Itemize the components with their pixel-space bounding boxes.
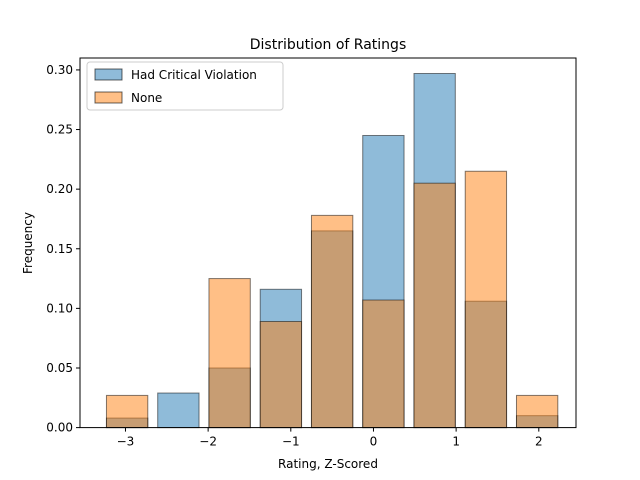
y-tick-label: 0.25 — [46, 123, 73, 137]
bar-series-1-bin-5 — [362, 299, 405, 429]
y-tick-label: 0.05 — [46, 361, 73, 375]
bar-series-1-bin-2 — [208, 278, 251, 429]
bars-group — [105, 72, 559, 429]
x-axis-label: Rating, Z-Scored — [278, 457, 378, 471]
bar-series-1-bin-0 — [105, 394, 149, 429]
bar-series-0-bin-1 — [157, 392, 200, 429]
legend-label-none: None — [131, 91, 162, 105]
y-tick-label: 0.15 — [46, 242, 73, 256]
x-tick-label: 2 — [535, 435, 543, 449]
legend: Had Critical Violation None — [86, 61, 284, 111]
x-tick-label: −3 — [117, 435, 135, 449]
legend-label-had-critical-violation: Had Critical Violation — [131, 68, 257, 82]
y-axis-ticks: 0.00 0.05 0.10 0.15 0.20 0.25 0.30 — [46, 63, 80, 435]
bar-series-1-bin-4 — [310, 214, 354, 429]
x-axis-ticks: −3 −2 −1 0 1 2 — [117, 427, 543, 449]
x-tick-label: 0 — [370, 435, 378, 449]
y-tick-label: 0.30 — [46, 63, 73, 77]
legend-swatch-none — [94, 91, 123, 104]
bar-series-1-bin-3 — [259, 320, 303, 429]
y-tick-label: 0.00 — [46, 421, 73, 435]
y-tick-label: 0.10 — [46, 301, 73, 315]
x-tick-label: −1 — [282, 435, 300, 449]
y-tick-label: 0.20 — [46, 182, 73, 196]
y-axis-label: Frequency — [21, 212, 35, 274]
x-tick-label: 1 — [452, 435, 460, 449]
bar-series-1-bin-7 — [464, 170, 508, 429]
legend-swatch-had-critical-violation — [94, 68, 123, 81]
bar-series-1-bin-6 — [413, 182, 456, 429]
x-tick-label: −2 — [199, 435, 217, 449]
plot-frame — [79, 57, 577, 429]
chart-title: Distribution of Ratings — [250, 37, 407, 53]
legend-box — [86, 61, 284, 111]
bar-series-1-bin-8 — [515, 394, 559, 429]
